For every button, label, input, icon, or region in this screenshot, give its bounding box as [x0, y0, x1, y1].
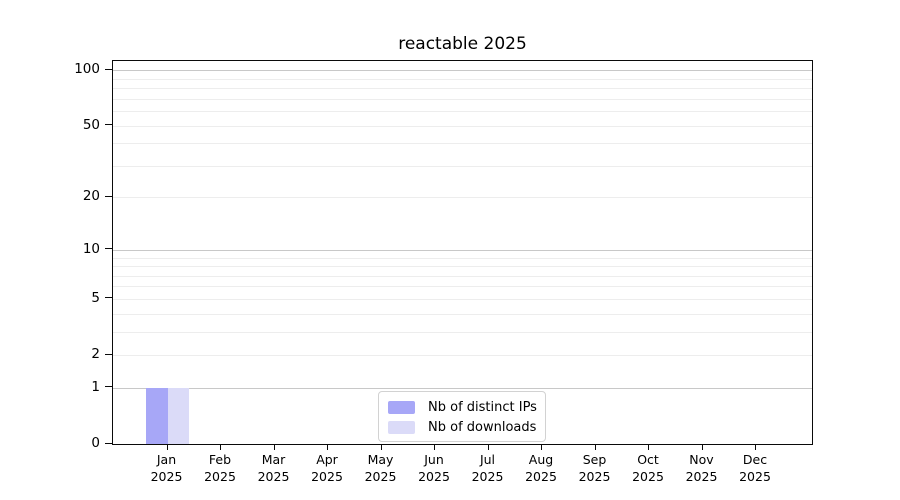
- x-tick-label: Sep 2025: [578, 452, 611, 484]
- bar-downloads: [167, 387, 189, 444]
- y-tick-label: 1: [91, 378, 100, 395]
- legend-item-distinct-ips: Nb of distinct IPs: [388, 399, 537, 415]
- minor-gridline: [113, 143, 812, 145]
- x-tick-mark: [541, 444, 542, 450]
- legend-swatch-distinct-ips-icon: [388, 400, 415, 414]
- y-tick-mark: [105, 248, 112, 250]
- bars-layer: [113, 61, 812, 444]
- minor-gridline: [113, 355, 812, 356]
- y-tick-mark: [105, 68, 112, 70]
- minor-gridline: [113, 110, 812, 112]
- x-tick-mark: [594, 444, 596, 450]
- x-tick-label: Dec 2025: [739, 452, 771, 484]
- minor-gridline: [113, 275, 812, 277]
- grid-layer: [113, 61, 812, 444]
- y-tick-label: 10: [82, 240, 100, 257]
- y-tick-mark: [105, 353, 112, 355]
- minor-gridline: [113, 286, 812, 288]
- plot-area: [112, 60, 813, 445]
- y-tick-mark: [105, 297, 112, 299]
- x-tick-mark: [434, 444, 435, 450]
- legend-swatch-downloads-icon: [388, 420, 415, 434]
- y-tick-label: 50: [82, 116, 100, 133]
- y-tick-label: 2: [91, 346, 100, 362]
- minor-gridline: [113, 266, 812, 267]
- x-tick-mark: [327, 444, 328, 450]
- minor-gridline: [113, 98, 812, 100]
- minor-gridline: [113, 331, 812, 333]
- bar-distinct-ips: [146, 387, 168, 444]
- legend-item-downloads: Nb of downloads: [388, 419, 536, 435]
- major-gridline: [113, 387, 812, 389]
- y-tick-label: 100: [74, 61, 100, 78]
- minor-gridline: [113, 313, 812, 315]
- x-tick-label: Aug 2025: [525, 452, 557, 484]
- x-tick-label: Jan 2025: [150, 452, 183, 484]
- x-tick-label: Mar 2025: [257, 452, 290, 484]
- x-tick-mark: [648, 444, 649, 450]
- legend-label-distinct-ips: Nb of distinct IPs: [428, 399, 537, 415]
- x-tick-label: Feb 2025: [204, 452, 236, 484]
- x-tick-mark: [755, 444, 756, 450]
- chart-title: reactable 2025: [398, 34, 527, 54]
- x-tick-mark: [220, 444, 221, 450]
- x-tick-mark: [380, 444, 382, 450]
- x-tick-label: Oct 2025: [632, 452, 664, 484]
- minor-gridline: [113, 78, 812, 80]
- y-tick-mark: [105, 124, 112, 125]
- x-tick-mark: [166, 444, 168, 450]
- y-tick-mark: [105, 386, 112, 388]
- major-gridline: [113, 70, 812, 72]
- y-tick-mark: [105, 442, 112, 444]
- x-tick-mark: [701, 444, 703, 450]
- y-tick-label: 0: [91, 435, 100, 451]
- x-tick-label: Jun 2025: [418, 452, 450, 484]
- x-tick-label: Nov 2025: [685, 452, 718, 484]
- minor-gridline: [113, 125, 812, 127]
- x-tick-label: May 2025: [364, 452, 397, 484]
- minor-gridline: [113, 197, 812, 199]
- minor-gridline: [113, 165, 812, 167]
- x-tick-label: Jul 2025: [471, 452, 504, 484]
- x-tick-label: Apr 2025: [311, 452, 343, 484]
- y-tick-label: 5: [91, 289, 100, 306]
- legend: Nb of distinct IPs Nb of downloads: [378, 391, 546, 442]
- x-tick-mark: [273, 444, 275, 450]
- minor-gridline: [113, 298, 812, 300]
- x-tick-mark: [487, 444, 489, 450]
- major-gridline: [113, 249, 812, 251]
- minor-gridline: [113, 88, 812, 89]
- y-tick-mark: [105, 195, 112, 197]
- y-tick-label: 20: [82, 188, 100, 205]
- minor-gridline: [113, 257, 812, 259]
- legend-label-downloads: Nb of downloads: [428, 419, 537, 435]
